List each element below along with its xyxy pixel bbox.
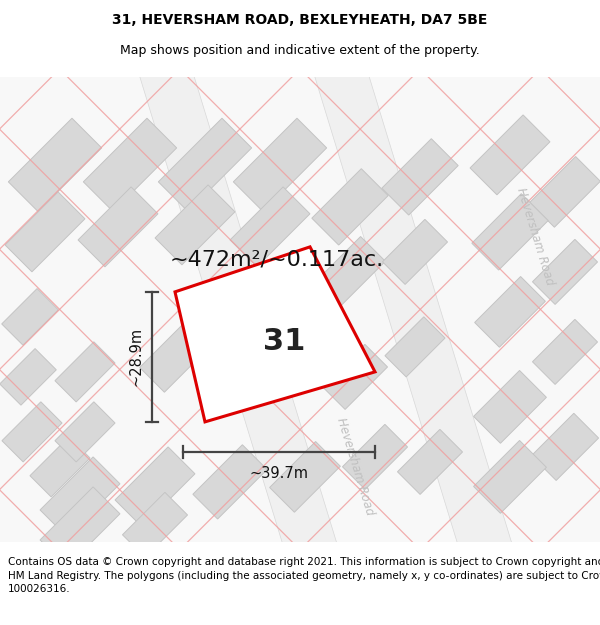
Polygon shape [40,487,120,567]
Polygon shape [385,317,445,377]
Polygon shape [532,239,598,304]
Polygon shape [530,156,600,228]
Polygon shape [475,276,545,348]
Polygon shape [532,413,599,481]
Polygon shape [83,118,176,211]
Polygon shape [473,441,547,513]
Text: ~472m²/~0.117ac.: ~472m²/~0.117ac. [170,250,384,270]
Polygon shape [314,236,385,308]
Polygon shape [269,441,340,512]
Polygon shape [40,457,120,537]
Polygon shape [293,0,547,625]
Text: Heversham Road: Heversham Road [334,416,376,518]
Polygon shape [312,169,388,245]
Text: ~28.9m: ~28.9m [128,328,143,386]
Polygon shape [55,342,115,402]
Polygon shape [472,194,548,270]
Polygon shape [193,445,267,519]
Polygon shape [140,321,211,392]
Polygon shape [5,192,85,272]
Polygon shape [122,492,188,558]
Polygon shape [118,0,372,625]
Polygon shape [78,187,158,267]
Polygon shape [158,118,251,211]
Polygon shape [2,402,62,462]
Polygon shape [473,371,547,443]
Polygon shape [470,115,550,195]
Polygon shape [397,429,463,494]
Polygon shape [532,319,598,384]
Polygon shape [8,118,101,211]
Polygon shape [175,247,375,422]
Text: 31: 31 [263,327,305,356]
Polygon shape [55,402,115,462]
Polygon shape [382,219,448,284]
Text: Heversham Road: Heversham Road [514,186,556,288]
Polygon shape [155,185,235,265]
Text: Contains OS data © Crown copyright and database right 2021. This information is : Contains OS data © Crown copyright and d… [8,557,600,594]
Polygon shape [200,357,260,417]
Polygon shape [2,289,58,345]
Polygon shape [230,187,310,267]
Text: ~39.7m: ~39.7m [250,466,308,481]
Polygon shape [322,344,388,409]
Text: Map shows position and indicative extent of the property.: Map shows position and indicative extent… [120,44,480,57]
Polygon shape [382,139,458,215]
Polygon shape [30,437,90,497]
Polygon shape [0,349,56,405]
Polygon shape [343,424,407,489]
Text: 31, HEVERSHAM ROAD, BEXLEYHEATH, DA7 5BE: 31, HEVERSHAM ROAD, BEXLEYHEATH, DA7 5BE [112,13,488,28]
Polygon shape [115,447,195,527]
Polygon shape [233,118,326,211]
